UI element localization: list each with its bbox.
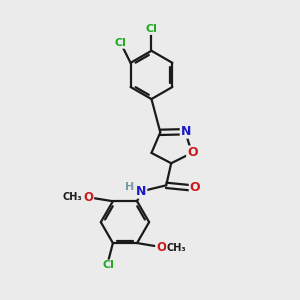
Text: O: O — [156, 241, 166, 254]
Text: Cl: Cl — [146, 24, 158, 34]
Text: H: H — [125, 182, 134, 191]
Text: Cl: Cl — [103, 260, 114, 270]
Text: CH₃: CH₃ — [167, 243, 187, 253]
Text: CH₃: CH₃ — [63, 192, 82, 202]
Text: O: O — [83, 190, 93, 204]
Text: N: N — [136, 185, 146, 198]
Text: N: N — [181, 125, 191, 138]
Text: O: O — [187, 146, 198, 159]
Text: Cl: Cl — [114, 38, 126, 48]
Text: O: O — [190, 181, 200, 194]
